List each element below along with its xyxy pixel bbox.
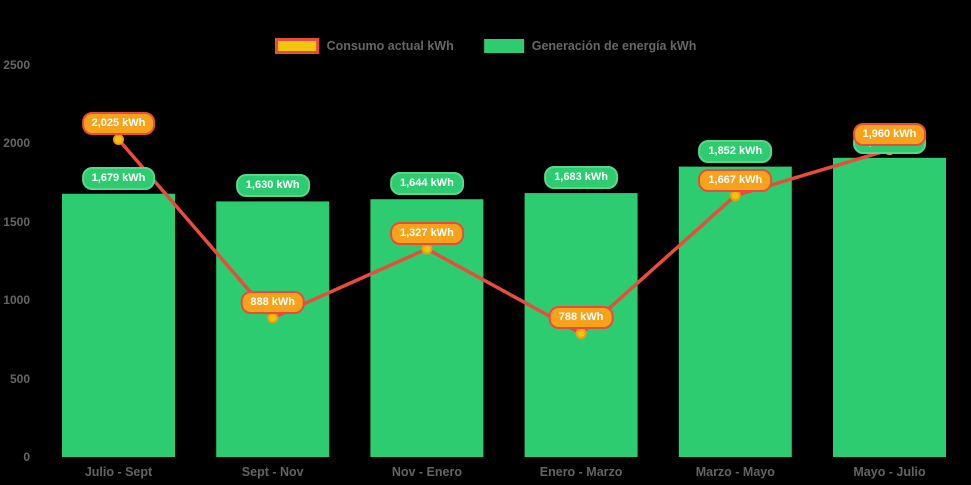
y-tick-label: 1000 [3,293,30,308]
consumption-swatch-icon [274,38,319,54]
x-tick-label: Sept - Nov [241,465,304,479]
consumption-value-label: 2,025 kWh [81,112,156,136]
y-tick-label: 2500 [3,58,30,72]
x-tick-label: Enero - Marzo [539,465,623,479]
x-tick-label: Julio - Sept [84,465,153,479]
consumption-value-label: 1,960 kWh [852,122,927,146]
generation-bar[interactable] [678,166,792,458]
consumption-point[interactable] [729,190,741,202]
generation-value-label: 1,630 kWh [235,174,310,198]
consumption-point[interactable] [421,243,433,255]
consumption-point[interactable] [267,312,279,324]
generation-value-label: 1,644 kWh [389,172,464,196]
legend-item-generation[interactable]: Generación de energía kWh [483,39,697,53]
legend: Consumo actual kWh Generación de energía … [274,38,697,54]
y-tick-label: 2000 [3,136,30,151]
y-tick-label: 1500 [3,214,30,229]
x-tick-label: Mayo - Julio [853,465,926,479]
consumption-point[interactable] [575,327,587,339]
consumption-value-label: 1,667 kWh [698,168,773,192]
legend-item-consumption[interactable]: Consumo actual kWh [274,38,454,54]
generation-bar[interactable] [833,157,946,457]
x-tick-label: Marzo - Mayo [695,465,775,479]
generation-value-label: 1,683 kWh [544,166,618,190]
y-tick-label: 0 [23,450,30,464]
generation-value-label: 1,852 kWh [698,139,773,163]
y-tick-label: 500 [9,371,30,386]
legend-label: Consumo actual kWh [326,39,454,53]
consumption-point[interactable] [113,133,124,145]
generation-bar[interactable] [62,193,175,458]
x-tick-label: Nov - Enero [391,465,462,479]
consumption-value-label: 1,327 kWh [389,221,464,245]
legend-label: Generación de energía kWh [531,39,697,53]
consumption-value-label: 888 kWh [240,290,306,314]
generation-value-label: 1,679 kWh [81,166,156,190]
generation-swatch-icon [483,39,524,53]
generation-bar[interactable] [216,201,330,457]
consumption-value-label: 788 kWh [548,306,614,330]
